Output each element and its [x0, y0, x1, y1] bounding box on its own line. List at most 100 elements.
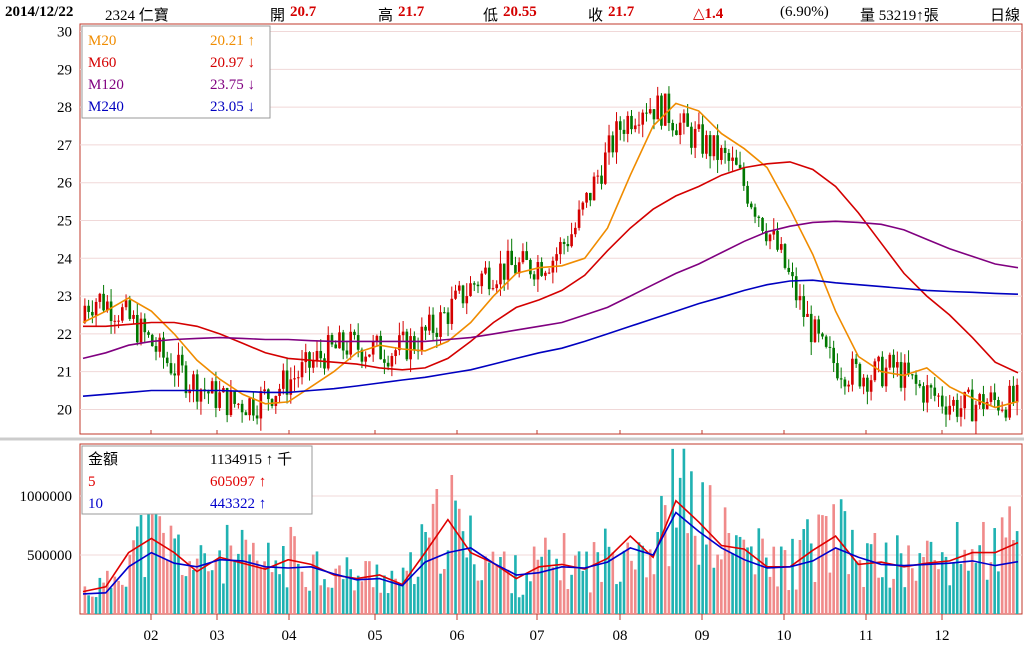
candle-body	[274, 395, 278, 406]
volume-bar	[218, 550, 221, 614]
candle-body	[749, 203, 753, 208]
ma-line-m60	[83, 161, 1019, 374]
candle-body	[536, 262, 540, 280]
candle-body	[121, 307, 124, 321]
legend-m20-value: 20.21 ↑	[210, 33, 255, 49]
volume-bar	[929, 541, 933, 614]
candle-body	[577, 209, 581, 228]
volume-bar	[150, 509, 154, 614]
open-value: 20.7	[290, 4, 317, 20]
candle-body	[165, 357, 169, 364]
volume-bar	[386, 593, 390, 614]
volume-bar	[244, 539, 248, 614]
volume-bar	[233, 559, 236, 614]
volume-bar	[675, 527, 678, 614]
volume-bar	[772, 546, 776, 614]
candle-body	[446, 312, 450, 324]
candle-body	[948, 405, 952, 415]
volume-bar	[618, 581, 622, 614]
volume-bar	[521, 594, 525, 614]
volume-bar	[368, 561, 371, 614]
volume-bar	[862, 586, 865, 614]
candle-body	[779, 244, 783, 250]
volume-bar	[540, 556, 543, 614]
candle-body	[87, 305, 90, 312]
candle-body	[450, 298, 454, 324]
volume-bar	[435, 489, 439, 614]
volume-bar	[293, 536, 296, 614]
volume-bar	[1004, 537, 1008, 614]
candle-body	[237, 403, 240, 405]
candle-body	[323, 358, 326, 369]
candle-body	[630, 115, 633, 130]
candle-body	[544, 272, 547, 276]
volume-bar	[349, 569, 353, 614]
candle-body	[813, 319, 817, 343]
legend-m60-label: M60	[88, 55, 116, 71]
volume-bar	[428, 537, 431, 614]
candle-body	[929, 385, 933, 388]
candle-body	[195, 374, 199, 402]
candle-body	[311, 360, 315, 368]
candle-body	[484, 267, 487, 274]
volume-bar	[997, 571, 1000, 614]
candle-body	[952, 399, 955, 406]
candle-body	[615, 121, 618, 153]
volume-bar	[854, 561, 858, 614]
candle-body	[368, 354, 371, 357]
candle-body	[723, 147, 727, 153]
candle-body	[124, 300, 128, 308]
volume-bar	[888, 587, 892, 614]
candle-body	[738, 164, 742, 169]
candle-body	[806, 313, 809, 317]
candle-body	[596, 175, 600, 177]
candle-body	[611, 135, 615, 153]
candle-body	[345, 350, 349, 355]
volume-bar	[173, 538, 177, 614]
candle-body	[263, 389, 266, 392]
candle-body	[210, 381, 214, 394]
volume-panel: 500000 1000000 02 03 04 05 06 07 08 09 10 11 12	[0, 437, 1024, 644]
volume-bar	[566, 589, 570, 614]
volume-bar	[660, 495, 663, 614]
volume-bar	[899, 553, 903, 614]
volume-bar	[892, 578, 895, 614]
candle-body	[821, 333, 824, 337]
volume-bar	[162, 532, 165, 614]
volume-bar	[454, 500, 457, 614]
volume-bar	[697, 564, 701, 614]
candle-body	[824, 336, 828, 347]
candle-body	[978, 394, 981, 405]
volume-bar	[925, 540, 929, 614]
candle-body	[428, 314, 431, 331]
volume-bar	[296, 563, 300, 614]
candle-body	[925, 385, 929, 403]
candle-body	[457, 285, 461, 291]
candle-body	[180, 354, 184, 366]
volume-bar	[113, 576, 117, 614]
candle-body	[375, 335, 379, 341]
volume-bar	[281, 546, 285, 614]
volume-bar	[210, 570, 214, 614]
candle-body	[798, 296, 802, 301]
candle-body	[570, 234, 573, 247]
candle-body	[603, 152, 607, 184]
volume-bar	[300, 571, 304, 614]
volume-bar	[536, 559, 540, 614]
candle-body	[690, 126, 693, 148]
volume-bar	[1000, 517, 1004, 614]
volume-bar	[506, 569, 510, 614]
volume-bar	[746, 547, 749, 614]
legend-ma10-label: 10	[88, 496, 103, 512]
volume-bar	[394, 578, 397, 614]
volume-bar	[356, 575, 360, 614]
volume-bar	[180, 574, 184, 614]
candle-body	[907, 362, 910, 375]
candle-body	[506, 250, 510, 280]
volume-bar	[761, 538, 764, 614]
candle-body	[727, 152, 731, 161]
candle-body	[753, 207, 757, 217]
candle-body	[656, 95, 660, 120]
candle-body	[761, 217, 764, 231]
candle-body	[94, 301, 98, 316]
